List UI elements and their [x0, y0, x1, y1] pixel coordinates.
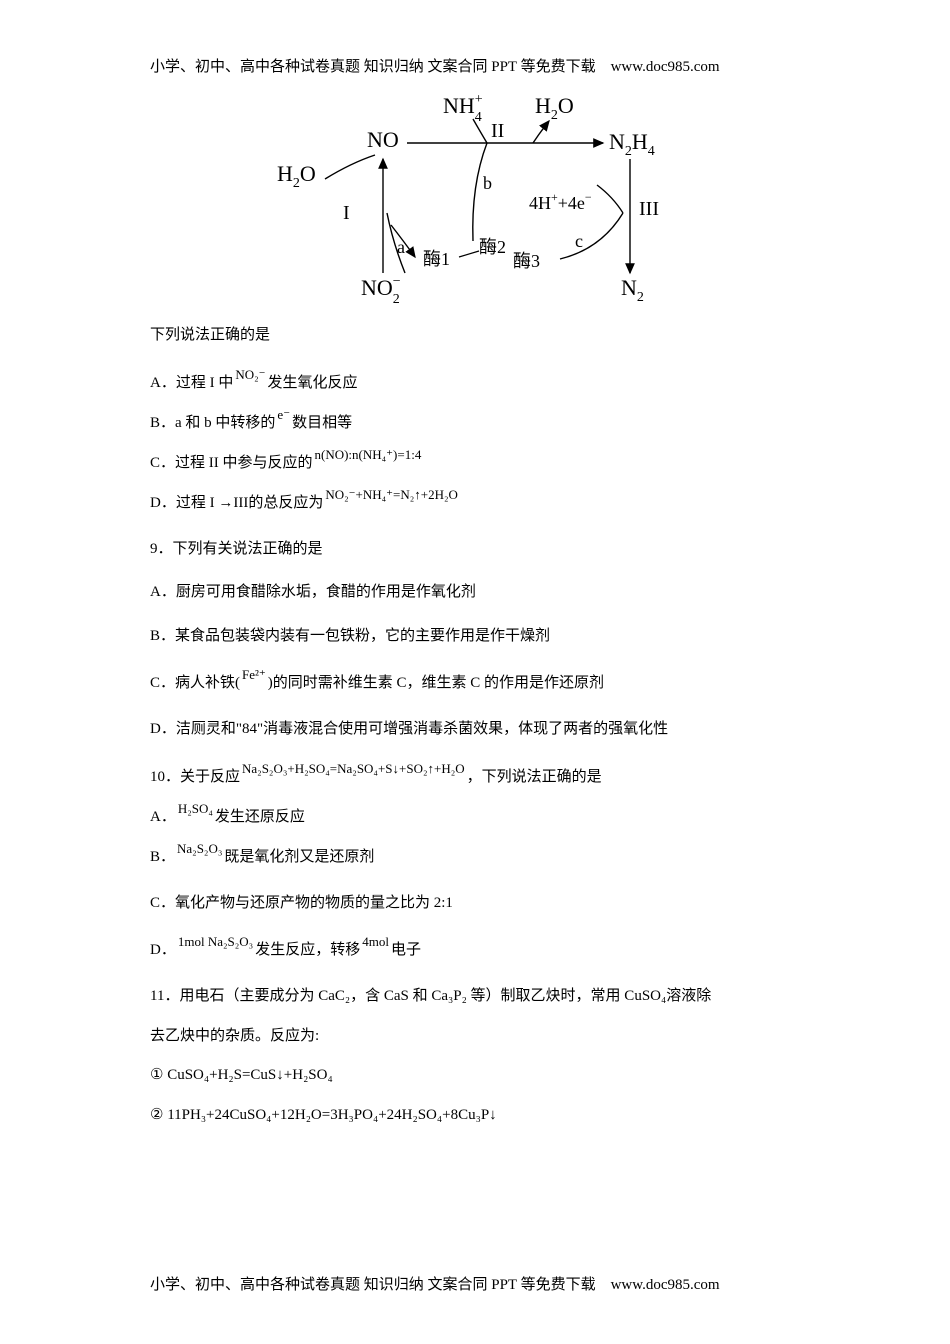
q10a-post: 发生还原反应 — [215, 808, 305, 826]
q9c-pre: C．病人补铁( — [150, 674, 240, 692]
q10b-pre: B． — [150, 848, 175, 866]
page-header: 小学、初中、高中各种试卷真题 知识归纳 文案合同 PPT 等免费下载 www.d… — [150, 55, 720, 76]
page-footer: 小学、初中、高中各种试卷真题 知识归纳 文案合同 PPT 等免费下载 www.d… — [150, 1273, 720, 1294]
option-c-chem: n(NO):n(NH₄⁺)=1:4 — [315, 447, 422, 463]
svg-text:N2: N2 — [621, 275, 644, 305]
svg-text:c: c — [575, 231, 583, 251]
q9c-post: )的同时需补维生素 C，维生素 C 的作用是作还原剂 — [268, 674, 604, 692]
option-c-pre: C．过程 II 中参与反应的 — [150, 454, 313, 472]
svg-text:b: b — [483, 173, 492, 193]
q9-option-b: B．某食品包装袋内装有一包铁粉，它的主要作用是作干燥剂 — [150, 621, 800, 653]
option-d-pre: D．过程 I →III的总反应为 — [150, 494, 323, 512]
q10b-chem: Na₂S₂O₃ — [177, 841, 222, 857]
svg-text:III: III — [639, 198, 659, 220]
q10d-pre: D． — [150, 941, 176, 959]
svg-text:4H++4e−: 4H++4e− — [529, 190, 592, 213]
svg-text:NO: NO — [367, 127, 399, 152]
svg-text:NO−2: NO−2 — [361, 274, 401, 305]
q10d-post: 电子 — [391, 941, 421, 959]
q10-option-a: A． H₂SO₄ 发生还原反应 — [150, 808, 800, 826]
question-9: 9．下列有关说法正确的是 — [150, 534, 800, 566]
question-11-b: 去乙炔中的杂质。反应为: — [150, 1021, 800, 1053]
q9-option-a: A．厨房可用食醋除水垢，食醋的作用是作氧化剂 — [150, 577, 800, 609]
content-area: 下列说法正确的是 A．过程 I 中 NO₂⁻ 发生氧化反应 B．a 和 b 中转… — [150, 320, 800, 1131]
option-a-pre: A．过程 I 中 — [150, 374, 233, 392]
svg-text:N2H4: N2H4 — [609, 129, 655, 159]
q10-option-d: D． 1mol Na₂S₂O₃ 发生反应，转移 4mol 电子 — [150, 941, 800, 959]
q9-option-d: D．洁厕灵和"84"消毒液混合使用可增强消毒杀菌效果，体现了两者的强氧化性 — [150, 714, 800, 746]
q10-chem: Na₂S₂O₃+H₂SO₄=Na₂SO₄+S↓+SO₂↑+H₂O — [242, 761, 465, 777]
svg-text:酶3: 酶3 — [513, 251, 540, 271]
q10d-mid: 发生反应，转移 — [255, 941, 360, 959]
svg-text:H2O: H2O — [277, 161, 316, 191]
question-11-a: 11．用电石（主要成分为 CaC₂，含 CaS 和 Ca₃P₂ 等）制取乙炔时，… — [150, 981, 800, 1013]
q10-post: ，下列说法正确的是 — [467, 768, 602, 786]
svg-text:H2O: H2O — [535, 93, 574, 123]
q9-option-c: C．病人补铁( Fe²⁺ )的同时需补维生素 C，维生素 C 的作用是作还原剂 — [150, 674, 800, 692]
q10a-chem: H₂SO₄ — [178, 801, 213, 817]
reaction-diagram: H2O NO NH+4 H2O N2H4 NO−2 N2 I II III a … — [275, 85, 675, 305]
option-d-chem: NO₂⁻+NH₄⁺=N₂↑+2H₂O — [325, 487, 458, 503]
option-a: A．过程 I 中 NO₂⁻ 发生氧化反应 — [150, 374, 800, 392]
q10-option-b: B． Na₂S₂O₃ 既是氧化剂又是还原剂 — [150, 848, 800, 866]
svg-text:酶2: 酶2 — [479, 237, 506, 257]
svg-text:a: a — [397, 237, 405, 257]
svg-text:NH+4: NH+4 — [443, 92, 483, 125]
svg-text:酶1: 酶1 — [423, 249, 450, 269]
q10b-post: 既是氧化剂又是还原剂 — [224, 848, 374, 866]
option-a-chem: NO₂⁻ — [235, 367, 265, 383]
option-b: B．a 和 b 中转移的 e⁻ 数目相等 — [150, 414, 800, 432]
svg-text:I: I — [343, 202, 350, 224]
diagram-container: H2O NO NH+4 H2O N2H4 NO−2 N2 I II III a … — [150, 85, 800, 305]
q11-eq1: ① CuSO₄+H₂S=CuS↓+H₂SO₄ — [150, 1060, 800, 1092]
question-intro: 下列说法正确的是 — [150, 320, 800, 352]
question-10: 10．关于反应 Na₂S₂O₃+H₂SO₄=Na₂SO₄+S↓+SO₂↑+H₂O… — [150, 768, 800, 786]
option-d: D．过程 I →III的总反应为 NO₂⁻+NH₄⁺=N₂↑+2H₂O — [150, 494, 800, 512]
q10-option-c: C．氧化产物与还原产物的物质的量之比为 2:1 — [150, 888, 800, 920]
option-b-pre: B．a 和 b 中转移的 — [150, 414, 275, 432]
q10-pre: 10．关于反应 — [150, 768, 240, 786]
option-c: C．过程 II 中参与反应的 n(NO):n(NH₄⁺)=1:4 — [150, 454, 800, 472]
q10d-chem2: 4mol — [362, 934, 389, 950]
q10a-pre: A． — [150, 808, 176, 826]
option-a-post: 发生氧化反应 — [268, 374, 358, 392]
svg-text:II: II — [491, 120, 504, 142]
q11-eq2: ② 11PH₃+24CuSO₄+12H₂O=3H₃PO₄+24H₂SO₄+8Cu… — [150, 1100, 800, 1132]
option-b-post: 数目相等 — [292, 414, 352, 432]
option-b-chem: e⁻ — [277, 407, 290, 423]
q10d-chem1: 1mol Na₂S₂O₃ — [178, 934, 253, 950]
q9c-chem: Fe²⁺ — [242, 667, 266, 683]
